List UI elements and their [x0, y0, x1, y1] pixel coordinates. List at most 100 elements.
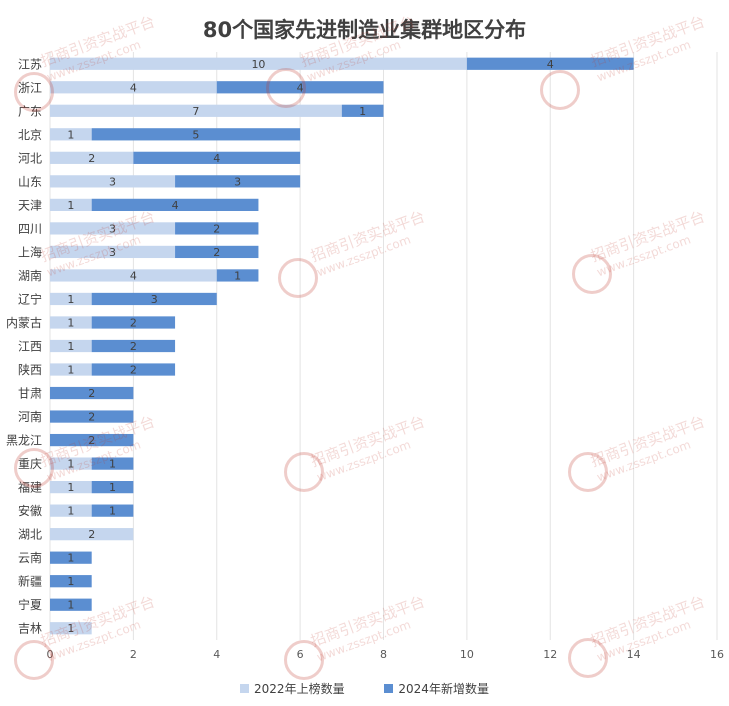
bar-2024 [50, 598, 92, 611]
bar-2024 [50, 410, 134, 423]
bar-value-label: 1 [67, 481, 74, 494]
bar-value-label: 1 [234, 269, 241, 282]
y-category-label: 北京 [18, 128, 42, 142]
bar-value-label: 3 [109, 175, 116, 188]
bar-value-label: 3 [109, 222, 116, 235]
bar-2022 [50, 57, 467, 70]
bar-2024 [91, 363, 176, 376]
bar-value-label: 5 [192, 128, 199, 141]
bar-value-label: 2 [213, 222, 220, 235]
bar-value-label: 2 [88, 411, 95, 424]
bar-value-label: 4 [297, 81, 304, 94]
y-category-label: 内蒙古 [6, 315, 42, 330]
y-category-label: 吉林 [18, 622, 42, 636]
y-category-label: 陕西 [18, 362, 42, 377]
bar-value-label: 4 [172, 199, 179, 212]
bar-value-label: 1 [67, 458, 74, 471]
bar-value-label: 4 [130, 269, 137, 282]
bar-value-label: 1 [67, 316, 74, 329]
y-category-label: 新疆 [18, 574, 42, 589]
bar-2024 [216, 269, 259, 282]
x-tick-label: 4 [213, 648, 220, 661]
bar-value-label: 1 [67, 199, 74, 212]
bar-2024 [175, 175, 301, 188]
y-category-label: 广东 [18, 104, 42, 118]
bar-value-label: 2 [88, 434, 95, 447]
x-tick-label: 10 [460, 648, 474, 661]
bar-2024 [91, 292, 217, 306]
y-category-label: 天津 [18, 198, 42, 212]
bar-2022 [50, 316, 92, 329]
legend-label-2022: 2022年上榜数量 [254, 682, 345, 696]
bar-2022 [50, 198, 92, 211]
bar-value-label: 1 [67, 622, 74, 635]
bar-value-label: 2 [88, 387, 95, 400]
bar-2024 [91, 504, 134, 517]
y-category-label: 河南 [18, 409, 42, 424]
bar-value-label: 1 [67, 128, 74, 141]
bar-2024 [341, 104, 384, 117]
bar-value-label: 7 [192, 105, 199, 118]
y-category-label: 黑龙江 [6, 434, 42, 448]
bar-value-label: 2 [213, 246, 220, 259]
bar-value-label: 1 [67, 575, 74, 588]
bar-value-label: 1 [67, 599, 74, 612]
bar-2022 [50, 622, 92, 635]
y-category-label: 云南 [18, 550, 42, 565]
bar-2024 [50, 386, 134, 400]
legend-item-2022: 2022年上榜数量 [240, 680, 345, 697]
x-tick-label: 8 [380, 648, 387, 661]
x-tick-label: 6 [297, 648, 304, 661]
bar-value-label: 4 [213, 152, 220, 165]
bar-2024 [175, 222, 259, 235]
bar-2022 [50, 81, 217, 94]
legend-swatch-2024 [384, 684, 394, 693]
bar-2024 [50, 551, 92, 564]
bar-2022 [50, 457, 92, 470]
bar-value-label: 3 [109, 246, 116, 259]
bar-2024 [175, 245, 259, 259]
bar-2022 [50, 504, 92, 517]
bar-2024 [91, 128, 301, 141]
bar-value-label: 2 [88, 528, 95, 541]
bar-2022 [50, 339, 92, 353]
bar-value-label: 10 [251, 58, 265, 71]
bar-2022 [50, 528, 134, 541]
bar-value-label: 1 [67, 293, 74, 306]
bar-value-label: 1 [109, 458, 116, 471]
x-tick-label: 14 [627, 648, 641, 661]
bar-2022 [50, 151, 134, 164]
bar-value-label: 1 [67, 364, 74, 377]
legend: 2022年上榜数量 2024年新增数量 [0, 680, 729, 697]
legend-item-2024: 2024年新增数量 [384, 680, 489, 697]
bar-2024 [50, 575, 92, 588]
x-tick-label: 0 [47, 648, 54, 661]
bar-2024 [466, 57, 634, 70]
bar-value-label: 2 [130, 316, 137, 329]
y-category-label: 湖北 [18, 527, 42, 542]
legend-label-2024: 2024年新增数量 [398, 682, 489, 696]
bar-value-label: 1 [67, 552, 74, 565]
x-tick-label: 16 [710, 648, 724, 661]
bar-2022 [50, 292, 92, 306]
bar-value-label: 4 [547, 58, 554, 71]
bar-2022 [50, 128, 92, 141]
y-category-label: 甘肃 [18, 387, 42, 401]
bar-value-label: 2 [88, 152, 95, 165]
y-category-label: 安徽 [18, 503, 42, 518]
bar-2024 [91, 339, 176, 353]
bar-value-label: 4 [130, 81, 137, 94]
bar-2024 [91, 316, 176, 329]
y-category-label: 江西 [18, 340, 42, 354]
y-category-label: 江苏 [18, 57, 42, 71]
bar-2024 [216, 81, 384, 94]
bar-2024 [133, 151, 301, 164]
bar-2022 [50, 269, 217, 282]
bar-2024 [91, 198, 259, 211]
legend-swatch-2022 [240, 684, 250, 693]
y-category-label: 湖南 [18, 268, 42, 283]
bar-2022 [50, 175, 176, 188]
bar-value-label: 1 [67, 505, 74, 518]
